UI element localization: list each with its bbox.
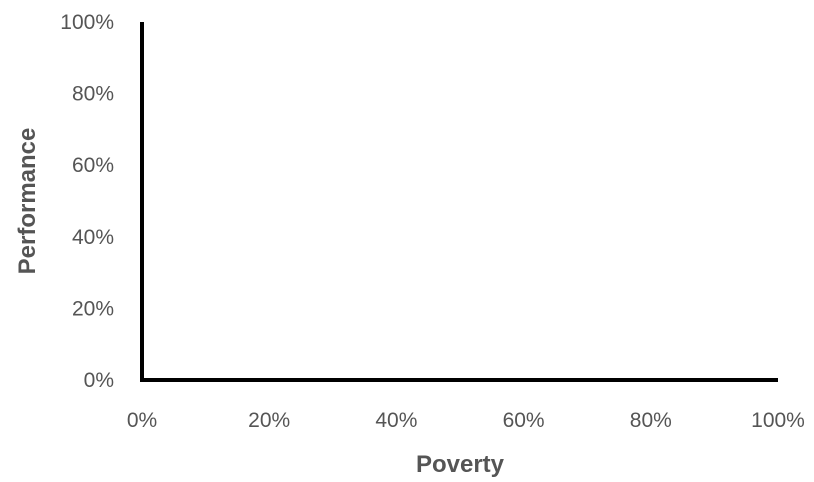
- x-tick-label: 0%: [127, 409, 157, 432]
- x-tick-label: 20%: [248, 409, 290, 432]
- x-tick-labels: 0% 20% 40% 60% 80% 100%: [127, 409, 805, 432]
- y-tick-label: 20%: [72, 297, 114, 320]
- x-tick-label: 80%: [630, 409, 672, 432]
- x-tick-label: 60%: [503, 409, 545, 432]
- y-tick-label: 80%: [72, 83, 114, 106]
- y-tick-labels: 0% 20% 40% 60% 80% 100%: [60, 11, 114, 392]
- x-tick-label: 40%: [375, 409, 417, 432]
- y-tick-label: 60%: [72, 154, 114, 177]
- y-tick-label: 0%: [84, 369, 114, 392]
- y-axis-title: Performance: [14, 128, 41, 275]
- x-tick-label: 100%: [751, 409, 805, 432]
- y-tick-label: 100%: [60, 11, 114, 34]
- y-tick-label: 40%: [72, 226, 114, 249]
- x-axis-title: Poverty: [416, 451, 505, 478]
